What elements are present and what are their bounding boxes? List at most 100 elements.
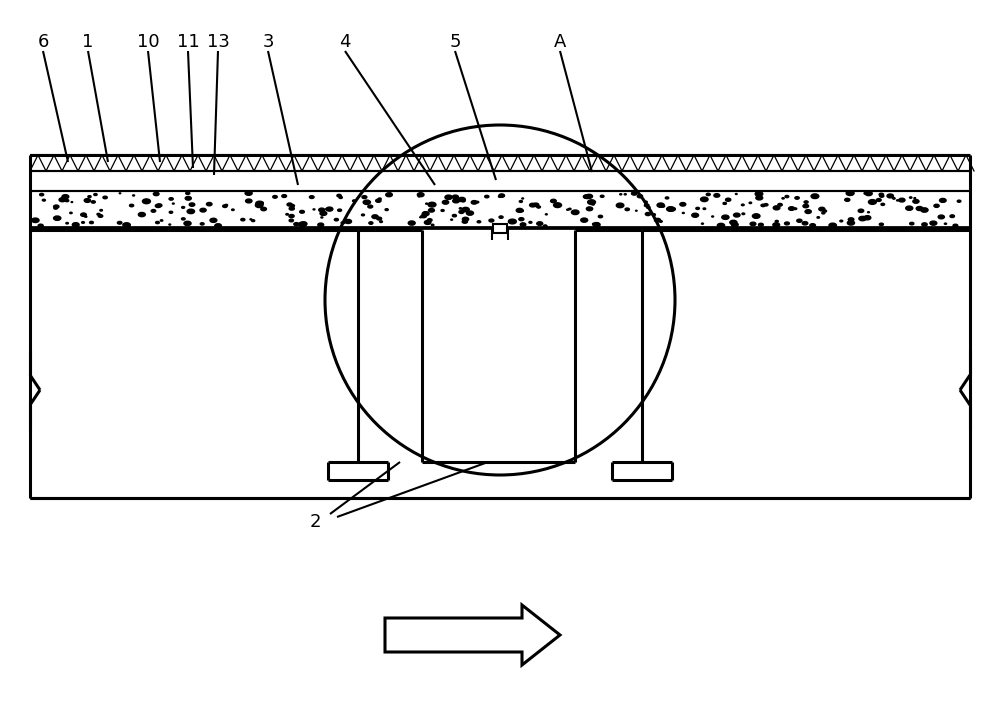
Ellipse shape [90, 221, 93, 224]
Ellipse shape [345, 220, 352, 223]
Ellipse shape [625, 208, 629, 210]
Ellipse shape [822, 212, 825, 214]
Ellipse shape [54, 207, 57, 209]
Ellipse shape [953, 224, 958, 227]
Ellipse shape [245, 191, 252, 196]
Ellipse shape [680, 203, 686, 206]
Ellipse shape [84, 198, 91, 203]
Ellipse shape [761, 204, 765, 207]
Ellipse shape [722, 215, 729, 220]
Ellipse shape [215, 224, 221, 228]
Ellipse shape [462, 208, 469, 212]
Ellipse shape [823, 210, 827, 212]
Ellipse shape [321, 217, 323, 218]
Ellipse shape [957, 200, 961, 203]
Ellipse shape [735, 193, 737, 195]
Ellipse shape [703, 208, 706, 210]
Ellipse shape [864, 193, 867, 194]
Ellipse shape [223, 205, 227, 208]
Ellipse shape [879, 223, 883, 225]
Ellipse shape [554, 203, 562, 208]
Ellipse shape [592, 203, 594, 205]
Ellipse shape [520, 223, 526, 226]
Ellipse shape [868, 212, 869, 213]
Text: 4: 4 [339, 33, 351, 51]
Ellipse shape [701, 223, 703, 224]
Ellipse shape [155, 204, 161, 208]
Ellipse shape [645, 213, 651, 215]
Ellipse shape [706, 193, 710, 196]
Ellipse shape [40, 193, 44, 196]
Ellipse shape [659, 220, 662, 223]
Ellipse shape [320, 211, 327, 215]
Ellipse shape [319, 208, 325, 212]
Ellipse shape [584, 195, 590, 198]
Ellipse shape [369, 222, 373, 224]
Ellipse shape [370, 223, 372, 224]
Ellipse shape [300, 210, 304, 213]
Ellipse shape [368, 205, 373, 208]
Ellipse shape [210, 218, 217, 223]
Ellipse shape [337, 194, 341, 197]
Text: 11: 11 [177, 33, 199, 51]
Ellipse shape [848, 218, 854, 221]
Ellipse shape [206, 203, 212, 205]
Ellipse shape [789, 207, 795, 210]
Ellipse shape [289, 219, 293, 222]
Ellipse shape [865, 191, 872, 196]
Ellipse shape [485, 196, 489, 198]
Ellipse shape [950, 215, 954, 218]
Ellipse shape [881, 203, 885, 205]
Ellipse shape [326, 208, 328, 210]
Ellipse shape [380, 221, 382, 223]
Ellipse shape [726, 198, 731, 201]
Ellipse shape [489, 219, 494, 222]
Text: 3: 3 [262, 33, 274, 51]
Ellipse shape [421, 215, 426, 218]
Ellipse shape [819, 208, 825, 211]
Ellipse shape [187, 209, 195, 213]
Ellipse shape [252, 220, 255, 222]
Ellipse shape [286, 213, 288, 215]
Ellipse shape [81, 213, 86, 216]
Ellipse shape [586, 207, 593, 210]
Ellipse shape [426, 203, 428, 204]
Ellipse shape [868, 200, 876, 204]
Ellipse shape [424, 220, 431, 225]
Ellipse shape [420, 217, 422, 218]
Ellipse shape [858, 209, 864, 213]
Ellipse shape [452, 195, 458, 199]
Ellipse shape [794, 208, 797, 210]
Ellipse shape [520, 210, 523, 212]
Ellipse shape [232, 209, 234, 210]
Ellipse shape [752, 214, 760, 218]
Ellipse shape [802, 222, 808, 225]
Ellipse shape [377, 217, 382, 220]
Ellipse shape [934, 204, 939, 208]
Ellipse shape [644, 201, 647, 203]
Ellipse shape [428, 208, 434, 212]
Ellipse shape [810, 224, 815, 227]
Ellipse shape [169, 224, 171, 225]
Ellipse shape [459, 208, 462, 209]
Ellipse shape [153, 192, 159, 196]
Bar [30, 171, 970, 191]
Ellipse shape [189, 203, 195, 206]
Ellipse shape [616, 203, 624, 208]
Ellipse shape [191, 211, 192, 213]
Ellipse shape [372, 215, 378, 218]
Ellipse shape [696, 208, 699, 210]
Ellipse shape [353, 200, 356, 202]
Ellipse shape [944, 223, 947, 225]
Ellipse shape [909, 197, 912, 198]
Ellipse shape [100, 210, 102, 211]
Ellipse shape [529, 221, 532, 223]
Ellipse shape [378, 198, 381, 200]
Ellipse shape [657, 203, 664, 208]
Ellipse shape [85, 216, 87, 218]
Ellipse shape [38, 224, 43, 228]
Ellipse shape [273, 196, 277, 198]
Ellipse shape [185, 196, 191, 200]
Ellipse shape [750, 222, 756, 225]
Ellipse shape [186, 192, 190, 194]
